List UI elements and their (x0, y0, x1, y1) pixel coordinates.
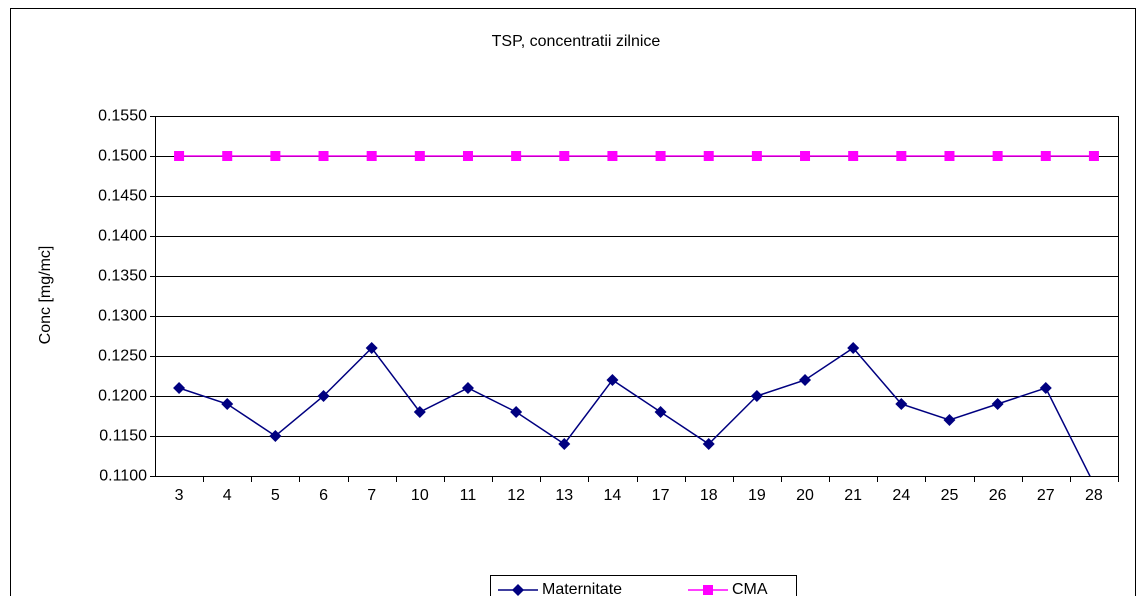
y-tick-label: 0.1300 (98, 308, 147, 325)
marker (222, 151, 233, 161)
y-tick-label: 0.1150 (99, 428, 147, 445)
marker (221, 398, 234, 410)
x-tick-label: 21 (844, 487, 862, 504)
legend-box (490, 575, 797, 596)
marker (174, 151, 185, 161)
x-tick-label: 7 (367, 487, 376, 504)
marker (607, 151, 618, 161)
x-tick-label: 20 (796, 487, 814, 504)
x-tick-label: 19 (748, 487, 766, 504)
chart-title: TSP, concentratii zilnice (492, 33, 661, 50)
x-tick-label: 12 (507, 487, 525, 504)
marker (848, 151, 859, 161)
x-tick-label: 25 (941, 487, 959, 504)
marker (413, 406, 426, 418)
y-tick-label: 0.1550 (98, 108, 147, 125)
plot-area (155, 116, 1118, 476)
x-tick-label: 3 (175, 487, 184, 504)
marker (173, 382, 186, 394)
marker (462, 151, 473, 161)
x-tick-label: 10 (411, 487, 429, 504)
y-tick-label: 0.1400 (98, 228, 147, 245)
marker (750, 390, 763, 402)
y-tick-label: 0.1200 (98, 388, 147, 405)
marker (1088, 151, 1099, 161)
y-tick-label: 0.1350 (98, 268, 147, 285)
marker (269, 430, 282, 442)
legend-label: CMA (732, 581, 768, 596)
marker (992, 151, 1003, 161)
marker (365, 342, 378, 354)
x-tick-label: 14 (604, 487, 622, 504)
marker (895, 398, 908, 410)
marker (751, 151, 762, 161)
series-line (178, 346, 1091, 476)
x-tick-label: 26 (989, 487, 1007, 504)
marker (800, 151, 811, 161)
y-tick-label: 0.1100 (99, 468, 147, 485)
marker (270, 151, 281, 161)
x-tick-label: 24 (892, 487, 910, 504)
marker (1040, 151, 1051, 161)
marker (847, 342, 860, 354)
x-tick-label: 11 (460, 487, 477, 504)
marker (318, 151, 329, 161)
marker (799, 374, 812, 386)
legend-marker (512, 584, 524, 596)
marker (703, 151, 714, 161)
y-tick-label: 0.1500 (98, 148, 147, 165)
legend-marker (703, 585, 713, 595)
x-tick-label: 17 (652, 487, 670, 504)
marker (943, 414, 956, 426)
marker (558, 438, 571, 450)
marker (654, 406, 667, 418)
x-tick-label: 28 (1085, 487, 1103, 504)
y-tick-label: 0.1450 (98, 188, 147, 205)
marker (317, 390, 330, 402)
marker (655, 151, 666, 161)
marker (702, 438, 715, 450)
marker (510, 406, 523, 418)
legend: Maternitate CMA (490, 575, 797, 596)
marker (559, 151, 570, 161)
x-tick-label: 5 (271, 487, 280, 504)
legend-label: Maternitate (542, 581, 622, 596)
y-axis-label: Conc [mg/mc] (37, 246, 54, 345)
marker (511, 151, 522, 161)
y-tick-label: 0.1250 (98, 348, 147, 365)
marker (944, 151, 955, 161)
x-tick-label: 6 (319, 487, 328, 504)
x-tick-label: 27 (1037, 487, 1055, 504)
marker (461, 382, 474, 394)
x-tick-label: 13 (555, 487, 573, 504)
marker (991, 398, 1004, 410)
marker (896, 151, 907, 161)
marker (1039, 382, 1052, 394)
x-tick-label: 18 (700, 487, 718, 504)
marker (366, 151, 377, 161)
x-tick-label: 4 (223, 487, 232, 504)
marker (414, 151, 425, 161)
marker (606, 374, 619, 386)
